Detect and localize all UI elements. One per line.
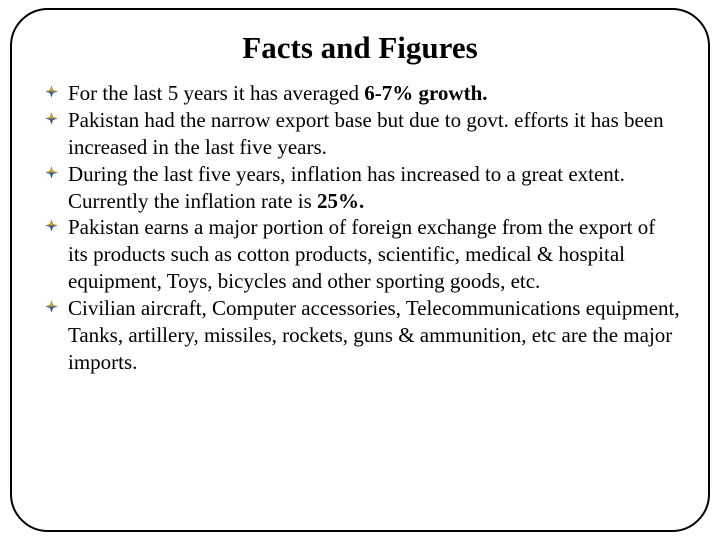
bullet-item: For the last 5 years it has averaged 6-7… — [40, 80, 680, 107]
bullet-text: Pakistan earns a major portion of foreig… — [68, 215, 655, 293]
bullet-star-icon — [46, 167, 57, 178]
bullet-star-icon — [46, 301, 57, 312]
bullet-star-icon — [46, 113, 57, 124]
bullet-text: Civilian aircraft, Computer accessories,… — [68, 296, 680, 374]
slide-frame: Facts and Figures For the last 5 years i… — [10, 8, 710, 532]
bullet-text: For the last 5 years it has averaged 6-7… — [68, 81, 488, 105]
bullet-item: Civilian aircraft, Computer accessories,… — [40, 295, 680, 376]
bullet-list: For the last 5 years it has averaged 6-7… — [40, 80, 680, 376]
bullet-star-icon — [46, 86, 57, 97]
bullet-item: Pakistan had the narrow export base but … — [40, 107, 680, 161]
bullet-star-icon — [46, 220, 57, 231]
bullet-item: Pakistan earns a major portion of foreig… — [40, 214, 680, 295]
slide-title: Facts and Figures — [40, 30, 680, 66]
bullet-text: Pakistan had the narrow export base but … — [68, 108, 664, 159]
bullet-item: During the last five years, inflation ha… — [40, 161, 680, 215]
bullet-text: During the last five years, inflation ha… — [68, 162, 625, 213]
